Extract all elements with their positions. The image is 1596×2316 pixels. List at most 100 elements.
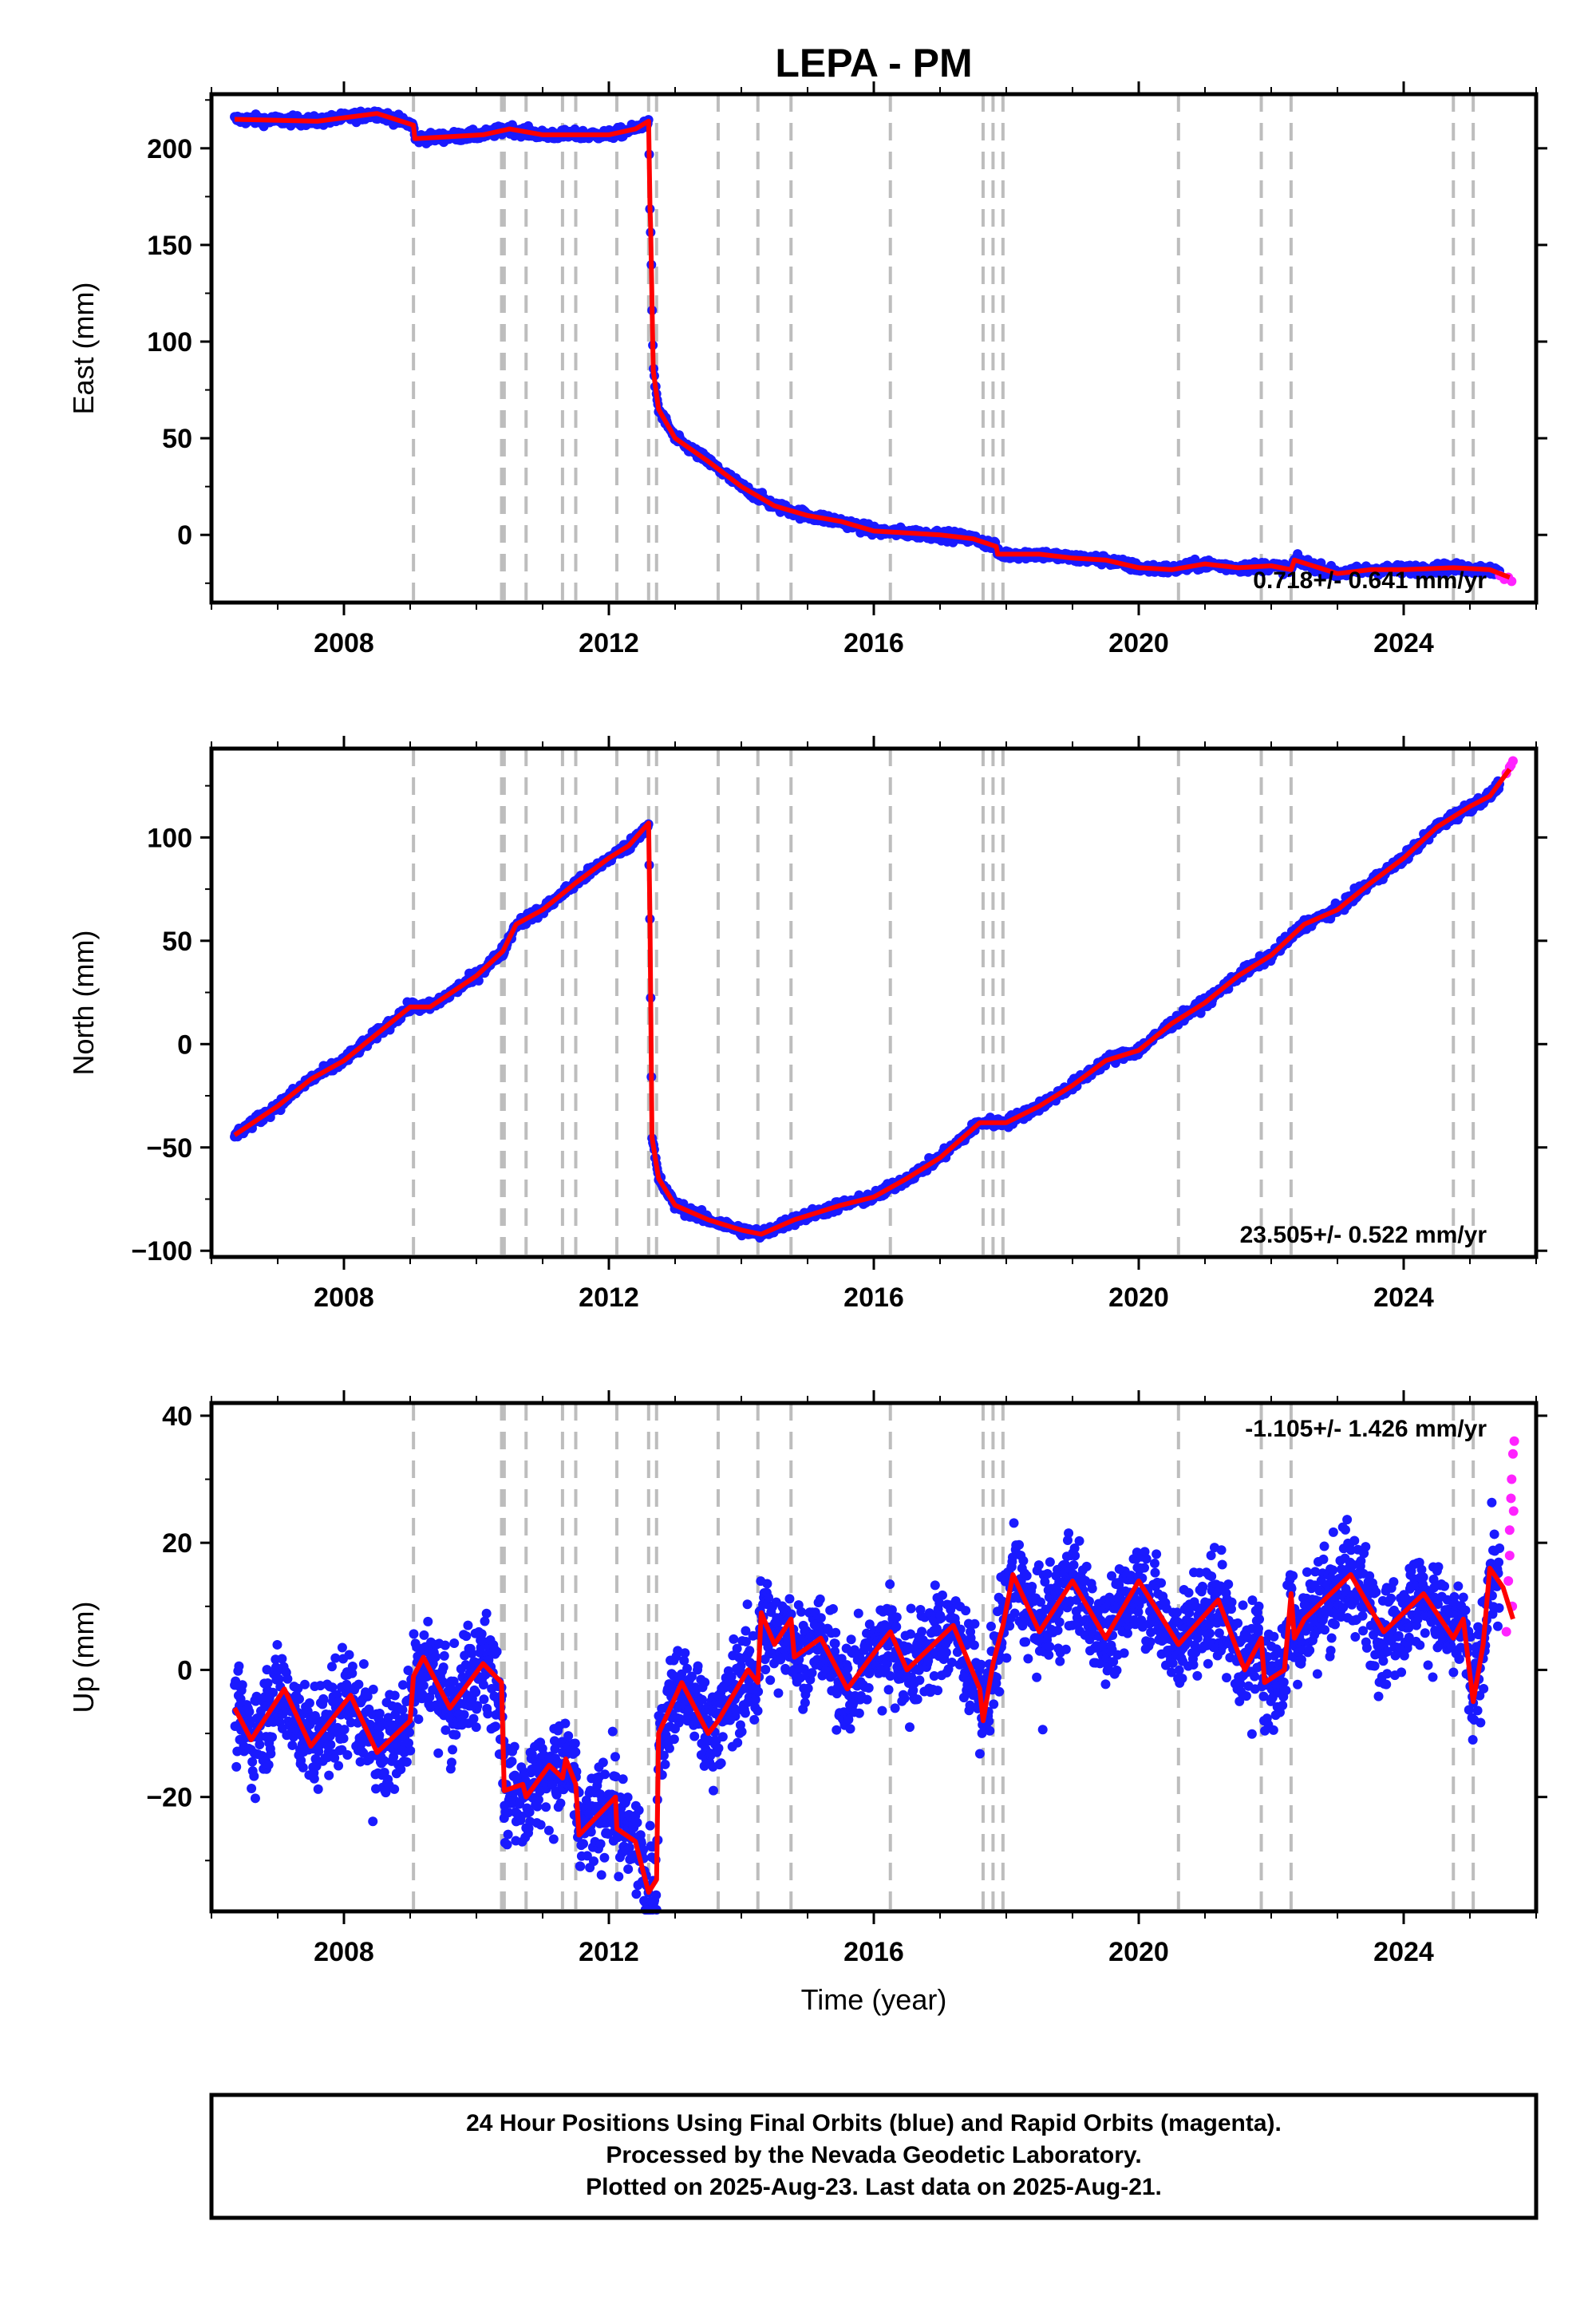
data-point bbox=[338, 1733, 349, 1744]
data-point bbox=[631, 1889, 642, 1899]
data-point bbox=[389, 1784, 400, 1794]
x-tick-label: 2008 bbox=[314, 1282, 374, 1313]
data-point bbox=[570, 1738, 580, 1749]
data-point bbox=[765, 1675, 776, 1686]
data-point bbox=[623, 1864, 634, 1875]
data-point bbox=[737, 1726, 747, 1737]
final-orbit-points bbox=[230, 106, 1505, 581]
data-point bbox=[571, 1747, 581, 1757]
data-point bbox=[401, 1757, 412, 1767]
data-point bbox=[309, 1773, 319, 1784]
data-point bbox=[247, 1757, 258, 1767]
y-tick-label: 50 bbox=[162, 927, 192, 957]
data-point bbox=[773, 1688, 784, 1698]
data-point bbox=[693, 1661, 703, 1671]
data-point bbox=[389, 1690, 400, 1701]
data-point bbox=[716, 1758, 726, 1769]
data-point bbox=[405, 1727, 415, 1737]
data-point bbox=[250, 1793, 260, 1804]
data-point bbox=[483, 1709, 493, 1719]
data-point bbox=[334, 1761, 344, 1771]
data-point bbox=[448, 1745, 458, 1755]
data-point bbox=[247, 1784, 257, 1794]
data-point bbox=[413, 1714, 424, 1725]
data-point bbox=[298, 1762, 308, 1773]
data-point bbox=[600, 1769, 610, 1780]
x-tick-label: 2024 bbox=[1373, 628, 1434, 658]
data-point bbox=[478, 1680, 488, 1690]
y-tick-label: 50 bbox=[162, 424, 192, 454]
data-point bbox=[234, 1661, 244, 1671]
data-point bbox=[342, 1749, 353, 1760]
y-tick-label: 150 bbox=[147, 231, 192, 261]
data-point bbox=[762, 1579, 772, 1589]
rate-label: 23.505+/- 0.522 mm/yr bbox=[1240, 1222, 1487, 1248]
data-point bbox=[607, 1726, 618, 1737]
data-point bbox=[598, 1757, 608, 1768]
data-point bbox=[430, 1652, 440, 1662]
data-point bbox=[423, 1616, 433, 1626]
data-point bbox=[461, 1631, 472, 1642]
data-point bbox=[563, 1731, 574, 1741]
y-tick-label: 100 bbox=[147, 327, 192, 358]
data-point bbox=[753, 1686, 764, 1697]
data-point bbox=[272, 1639, 282, 1650]
y-tick-label: 100 bbox=[147, 823, 192, 853]
data-point bbox=[502, 1840, 512, 1850]
x-tick-label: 2012 bbox=[579, 628, 639, 658]
data-point bbox=[299, 1679, 310, 1690]
data-point bbox=[669, 1734, 679, 1745]
chart-title: LEPA - PM bbox=[775, 41, 972, 85]
data-point bbox=[313, 1784, 323, 1794]
y-tick-label: −100 bbox=[131, 1236, 192, 1267]
data-point bbox=[267, 1732, 277, 1742]
data-point bbox=[433, 1748, 444, 1758]
data-point bbox=[374, 1708, 385, 1718]
data-point bbox=[742, 1599, 753, 1610]
data-point bbox=[492, 1646, 502, 1657]
data-point bbox=[409, 1629, 419, 1639]
data-point bbox=[588, 1856, 598, 1867]
data-point bbox=[700, 1678, 710, 1688]
data-point bbox=[596, 1870, 606, 1880]
y-axis-label: East (mm) bbox=[67, 283, 100, 415]
data-point bbox=[237, 1680, 247, 1690]
data-point bbox=[614, 1871, 624, 1882]
data-point bbox=[560, 1718, 571, 1729]
rate-label: 0.718+/- 0.641 mm/yr bbox=[1253, 567, 1487, 594]
data-point bbox=[418, 1680, 429, 1690]
data-point bbox=[599, 1852, 610, 1863]
data-point bbox=[324, 1770, 334, 1780]
data-point bbox=[733, 1737, 743, 1748]
data-point bbox=[467, 1648, 477, 1658]
data-point bbox=[541, 1802, 551, 1812]
data-point bbox=[784, 1594, 795, 1604]
data-point bbox=[354, 1679, 364, 1690]
data-point bbox=[347, 1661, 358, 1671]
data-point bbox=[374, 1730, 385, 1741]
data-point bbox=[548, 1834, 559, 1844]
data-point bbox=[634, 1805, 644, 1816]
data-point bbox=[595, 1839, 606, 1849]
data-point bbox=[244, 1706, 255, 1717]
data-point bbox=[326, 1740, 336, 1750]
x-tick-label: 2020 bbox=[1108, 1282, 1169, 1313]
x-tick-label: 2020 bbox=[1108, 628, 1169, 658]
data-point bbox=[263, 1760, 274, 1770]
data-point bbox=[708, 1785, 718, 1796]
data-point bbox=[503, 1829, 513, 1840]
data-point bbox=[579, 1839, 589, 1849]
data-point bbox=[468, 1713, 479, 1724]
y-tick-label: 0 bbox=[177, 1030, 192, 1060]
data-point bbox=[689, 1731, 700, 1741]
data-point bbox=[740, 1708, 750, 1718]
y-tick-label: 200 bbox=[147, 134, 192, 164]
data-point bbox=[575, 1861, 586, 1871]
data-point bbox=[249, 1771, 259, 1781]
data-point bbox=[368, 1684, 378, 1694]
data-point bbox=[471, 1722, 481, 1733]
data-point bbox=[555, 1798, 566, 1808]
final-orbit-points bbox=[230, 1497, 1505, 1915]
